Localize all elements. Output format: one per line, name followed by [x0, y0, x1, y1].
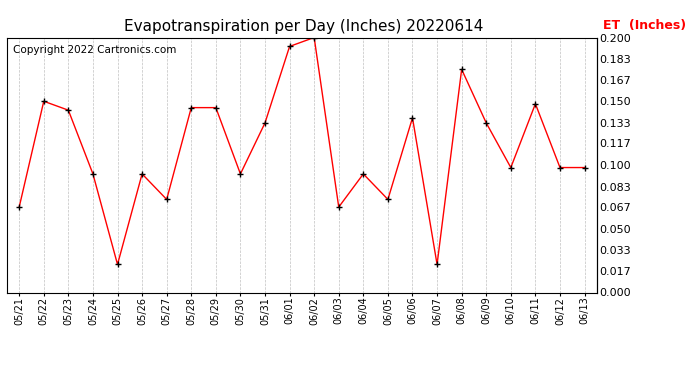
Text: ET  (Inches): ET (Inches) [603, 20, 686, 32]
Text: Copyright 2022 Cartronics.com: Copyright 2022 Cartronics.com [13, 45, 176, 55]
Text: Evapotranspiration per Day (Inches) 20220614: Evapotranspiration per Day (Inches) 2022… [124, 19, 483, 34]
